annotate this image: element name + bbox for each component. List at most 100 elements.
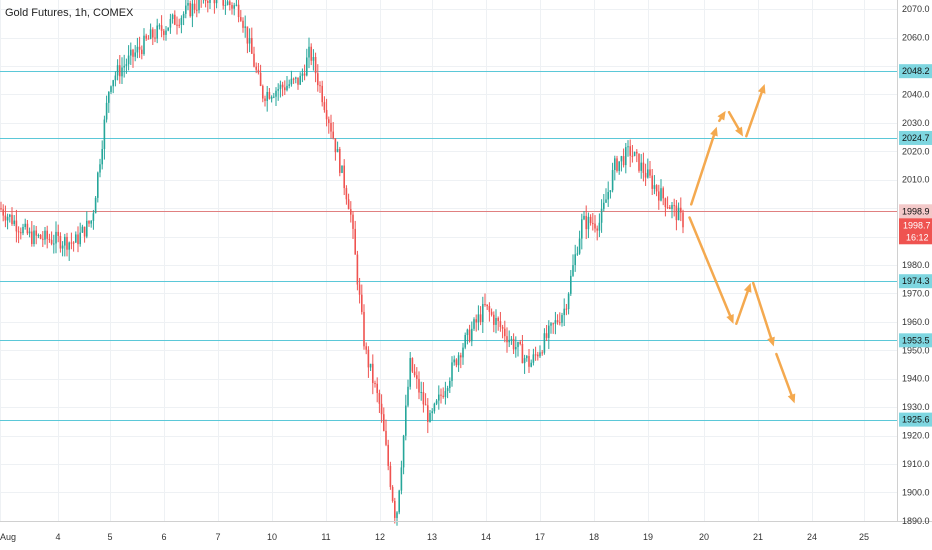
candle-body	[622, 156, 625, 166]
x-tick-label: 25	[859, 532, 869, 542]
level-price-text: 2024.7	[902, 133, 930, 143]
candle-body	[361, 294, 363, 312]
x-tick-label: 24	[807, 532, 817, 542]
candles	[0, 0, 684, 526]
arrow-shaft	[688, 216, 733, 321]
candle-body	[385, 430, 387, 445]
candle-body	[297, 77, 299, 85]
candle-body	[310, 46, 312, 61]
candle-body	[600, 208, 603, 223]
candle-body	[149, 29, 152, 39]
candle-body	[471, 328, 473, 342]
candle-body	[453, 359, 455, 363]
candle-body	[233, 5, 235, 9]
candle-body	[391, 486, 394, 502]
candle-body	[169, 19, 172, 28]
candle-body	[132, 49, 134, 57]
candle-body	[444, 391, 447, 397]
projection-arrows	[688, 84, 796, 404]
candle-body	[273, 96, 275, 98]
candle-body	[589, 216, 592, 224]
candle-body	[669, 207, 671, 210]
x-tick-label: 19	[643, 532, 653, 542]
candle-body	[295, 77, 297, 79]
candle-body	[321, 85, 323, 103]
arrow-shaft	[735, 286, 751, 326]
candle-body	[581, 219, 583, 239]
candle-body	[207, 0, 209, 3]
candle-body	[176, 24, 178, 26]
candle-body	[284, 87, 286, 91]
candle-body	[185, 5, 187, 14]
candle-body	[279, 84, 282, 90]
candle-body	[123, 65, 125, 68]
candle-body	[653, 185, 656, 189]
y-tick-label: 1960.0	[902, 317, 930, 327]
y-tick-label: 2020.0	[902, 146, 930, 156]
candle-body	[108, 91, 110, 103]
candle-body	[490, 311, 493, 315]
y-tick-label: 1940.0	[902, 374, 930, 384]
candle-body	[2, 209, 4, 216]
level-price-tag	[899, 64, 932, 79]
candle-body	[451, 362, 453, 381]
candle-body	[336, 149, 339, 153]
candle-body	[625, 147, 627, 166]
candle-body	[633, 151, 636, 156]
candle-body	[660, 188, 662, 201]
candle-body	[240, 17, 242, 21]
candle-body	[79, 232, 81, 245]
candle-body	[37, 235, 40, 237]
candle-body	[147, 38, 150, 40]
arrow-head	[735, 126, 744, 137]
candle-body	[308, 46, 310, 58]
arrow-shaft	[745, 87, 765, 138]
candle-body	[380, 403, 383, 415]
candle-body	[46, 230, 48, 239]
candle-body	[596, 228, 598, 231]
candle-body	[526, 356, 528, 359]
candle-body	[352, 214, 354, 229]
candle-body	[543, 333, 546, 353]
candle-body	[17, 231, 20, 233]
candle-body	[125, 64, 128, 66]
candle-body	[303, 73, 306, 76]
candle-body	[671, 205, 673, 210]
candle-body	[374, 382, 376, 384]
arrow-head	[726, 313, 734, 324]
candle-body	[248, 37, 251, 44]
candle-body	[215, 0, 218, 4]
candle-body	[515, 347, 517, 350]
candle-body	[504, 328, 506, 337]
candle-body	[658, 191, 660, 201]
candle-body	[15, 220, 18, 232]
candle-body	[68, 242, 70, 250]
candle-body	[468, 329, 471, 342]
y-tick-label: 1950.0	[902, 345, 930, 355]
candle-body	[416, 375, 418, 379]
candle-body	[345, 188, 348, 200]
candle-body	[530, 362, 532, 367]
candle-body	[325, 109, 328, 120]
candle-body	[440, 394, 442, 396]
time-axis[interactable]: Aug 4 5 6 7 10 11 12 13 14 17 18 19 20 21 24 25	[0, 532, 869, 542]
level-price-tag	[899, 130, 932, 145]
level-price-text: 2048.2	[902, 66, 930, 76]
candle-body	[9, 214, 11, 217]
candle-body	[682, 212, 684, 228]
countdown-text: 16:12	[906, 232, 929, 242]
y-tick-label: 2070.0	[902, 4, 930, 14]
candle-body	[677, 207, 680, 221]
candle-body	[673, 205, 675, 207]
candle-body	[42, 238, 44, 240]
candle-body	[479, 314, 482, 322]
candle-body	[121, 67, 123, 77]
last-price-tag	[899, 218, 932, 245]
arrow-head	[767, 336, 775, 347]
candle-body	[178, 24, 180, 26]
candle-body	[180, 17, 183, 25]
candle-body	[88, 220, 90, 224]
candle-body	[28, 231, 31, 234]
candle-body	[499, 321, 502, 327]
